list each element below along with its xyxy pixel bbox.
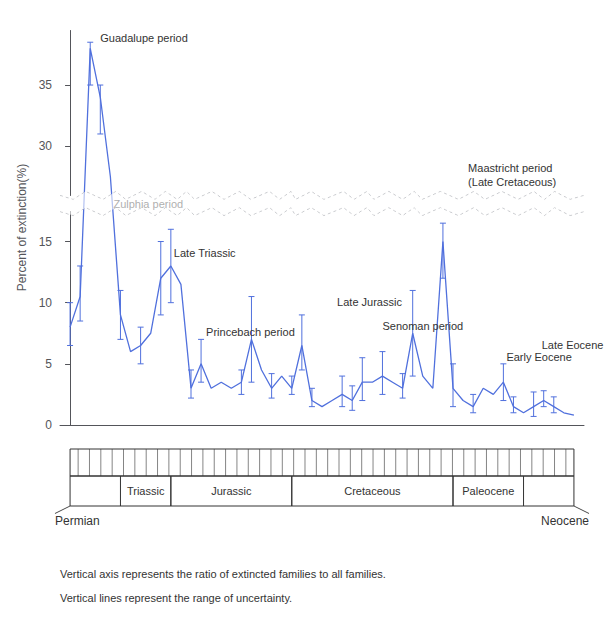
svg-text:15: 15 (39, 235, 53, 249)
svg-text:Late Eocene: Late Eocene (542, 339, 604, 351)
svg-text:Guadalupe period: Guadalupe period (100, 32, 187, 44)
svg-text:Vertical lines represent the r: Vertical lines represent the range of un… (60, 592, 292, 604)
svg-text:30: 30 (39, 139, 53, 153)
svg-text:Princebach period: Princebach period (206, 326, 295, 338)
svg-text:Late Triassic: Late Triassic (174, 247, 236, 259)
svg-text:(Late Cretaceous): (Late Cretaceous) (468, 176, 556, 188)
svg-text:Paleocene: Paleocene (462, 485, 514, 497)
svg-text:10: 10 (39, 296, 53, 310)
svg-text:Permian: Permian (55, 514, 100, 528)
svg-text:5: 5 (45, 357, 52, 371)
svg-text:Percent of extinction(%): Percent of extinction(%) (15, 164, 29, 291)
svg-text:Triassic: Triassic (127, 485, 165, 497)
svg-text:35: 35 (39, 78, 53, 92)
svg-text:Maastricht period: Maastricht period (468, 162, 552, 174)
svg-text:Jurassic: Jurassic (211, 485, 252, 497)
svg-text:Early Eocene: Early Eocene (506, 351, 571, 363)
svg-text:Late Jurassic: Late Jurassic (337, 296, 402, 308)
svg-text:0: 0 (45, 418, 52, 432)
svg-text:Senoman period: Senoman period (382, 320, 463, 332)
svg-text:Cretaceous: Cretaceous (344, 485, 401, 497)
svg-text:Vertical axis represents the r: Vertical axis represents the ratio of ex… (60, 568, 386, 580)
svg-text:Neocene: Neocene (541, 514, 589, 528)
